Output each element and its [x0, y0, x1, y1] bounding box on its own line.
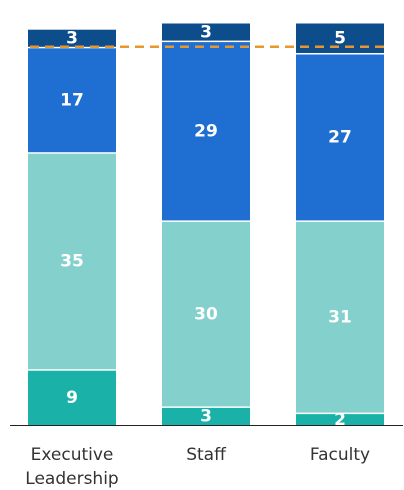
data-label: 9: [66, 388, 78, 408]
bar-segment: [28, 370, 116, 425]
data-label: 3: [66, 29, 78, 49]
bar-segment: [162, 407, 250, 425]
bar-segment: [296, 54, 384, 221]
data-label: 30: [194, 304, 218, 324]
bar-segment: [28, 29, 116, 47]
data-label: 17: [60, 91, 84, 111]
bar-segment: [162, 42, 250, 221]
data-label: 27: [328, 128, 352, 148]
bar-segment: [162, 23, 250, 41]
data-label: 3: [200, 407, 212, 427]
bar-segment: [28, 153, 116, 370]
bar-segment: [296, 221, 384, 413]
category-label: Faculty: [310, 445, 370, 465]
data-label: 2: [334, 410, 346, 430]
bar-segment: [296, 23, 384, 53]
category-labels-layer: Executive Leadership Staff Faculty: [25, 445, 370, 489]
category-label: Staff: [186, 445, 227, 465]
bar-segment: [162, 221, 250, 407]
data-label: 35: [60, 252, 84, 272]
bar-segment: [28, 48, 116, 153]
data-label: 3: [200, 22, 212, 42]
category-label: Executive Leadership: [25, 445, 118, 489]
bars-layer: 9 35 17 3 3 30 29 3 2 31 27 5: [28, 22, 384, 430]
data-label: 5: [334, 29, 346, 49]
data-label: 31: [328, 308, 352, 328]
data-label: 29: [194, 122, 218, 142]
bar-segment: [296, 414, 384, 425]
